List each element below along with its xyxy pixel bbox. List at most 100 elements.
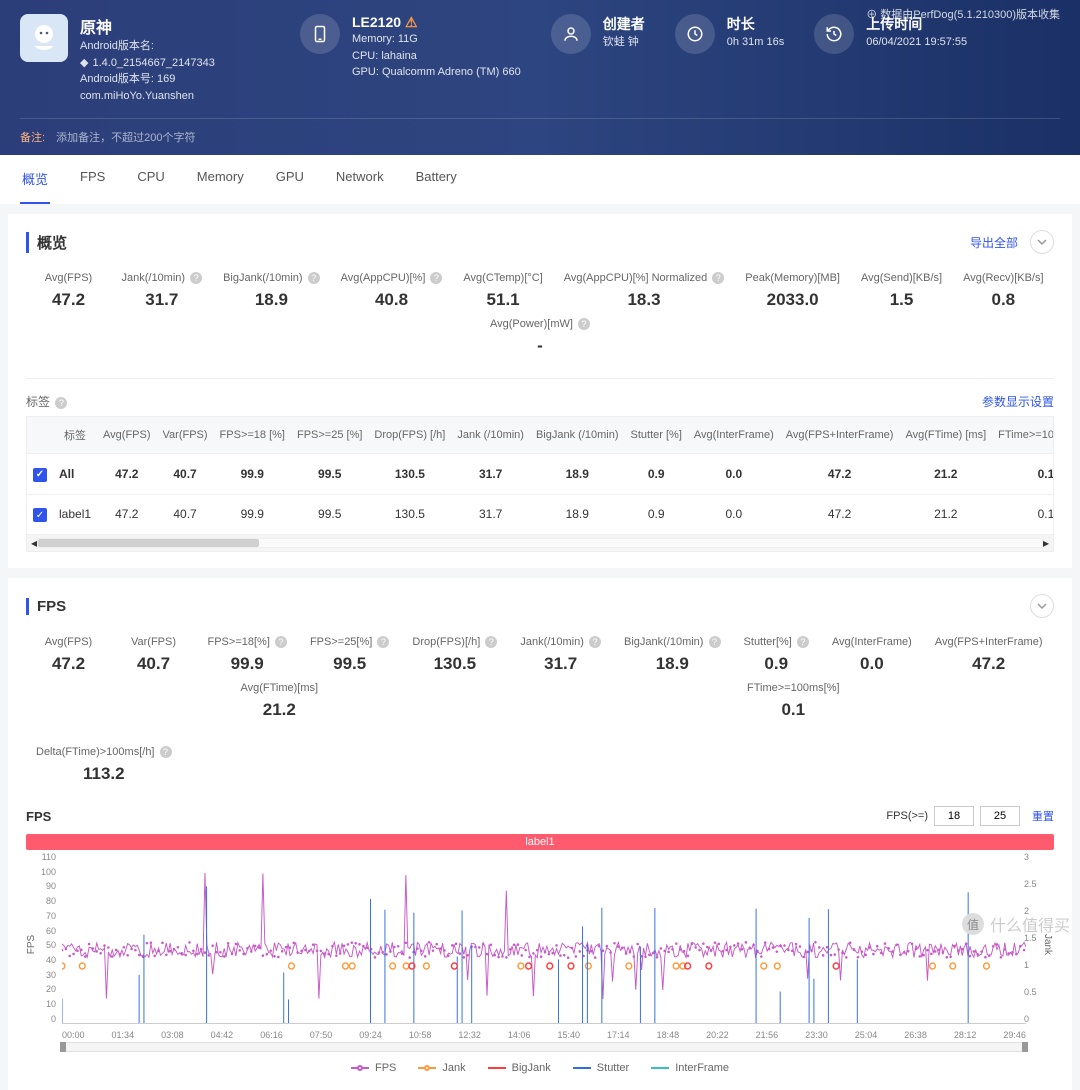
overview-table-wrap: 标签Avg(FPS)Var(FPS)FPS>=18 [%]FPS>=25 [%]… [26,416,1054,552]
brush-handle-left[interactable] [60,1042,66,1052]
duration-label: 时长 [727,14,784,34]
fps-threshold-1-input[interactable] [934,806,974,826]
user-icon [551,14,591,54]
metric: Avg(AppCPU)[%] ?40.8 [330,268,453,314]
fps-metrics: Avg(FPS)47.2Var(FPS)40.7FPS>=18[%] ?99.9… [26,632,1054,724]
tab-battery[interactable]: Battery [414,155,459,204]
y-left-ticks: 1101009080706050403020100 [26,852,56,1024]
tabs-bar: 概览 FPS CPU Memory GPU Network Battery [0,155,1080,204]
remark-row[interactable]: 备注: 添加备注，不超过200个字符 [20,118,1060,145]
h-scrollbar[interactable]: ◂ ▸ [27,535,1053,551]
metric: Avg(FTime)[ms]21.2 [26,678,533,724]
overview-table: 标签Avg(FPS)Var(FPS)FPS>=18 [%]FPS>=25 [%]… [27,417,1054,535]
help-icon[interactable]: ? [709,636,721,648]
legend-item[interactable]: Stutter [573,1062,629,1074]
android-version-label: Android版本名: [80,38,215,55]
metric: Avg(FPS+InterFrame)47.2 [923,632,1054,678]
checkbox[interactable]: ✓ [33,508,47,522]
y-right-ticks: 32.521.510.50 [1024,852,1054,1024]
scroll-right-icon[interactable]: ▸ [1043,536,1049,550]
device-memory: Memory: 11G [352,31,521,48]
help-icon[interactable]: ? [190,272,202,284]
metric: Avg(CTemp)[°C]51.1 [453,268,553,314]
legend-item[interactable]: FPS [351,1062,396,1074]
metric: Avg(Power)[mW] ?- [26,314,1054,360]
help-icon[interactable]: ? [430,272,442,284]
app-icon [20,14,68,62]
bullet-icon: ◆ [80,55,88,72]
device-cpu: CPU: lahaina [352,48,521,65]
reset-link[interactable]: 重置 [1032,808,1054,824]
chart-title: FPS [26,809,51,824]
history-icon [814,14,854,54]
chart-legend: FPS Jank BigJank Stutter InterFrame [26,1062,1054,1074]
duration-block: 时长 0h 31m 16s [675,14,784,54]
table-row[interactable]: ✓label147.240.799.999.5130.531.718.90.90… [27,494,1054,535]
app-name: 原神 [80,14,215,38]
help-icon[interactable]: ? [160,746,172,758]
help-icon[interactable]: ? [55,397,67,409]
creator-block: 创建者 钦蛙 钟 [551,14,645,54]
table-row[interactable]: ✓All47.240.799.999.5130.531.718.90.90.04… [27,454,1054,495]
creator-label: 创建者 [603,14,645,34]
device-block: LE2120 ⚠ Memory: 11G CPU: lahaina GPU: Q… [300,14,521,81]
metric: Avg(Recv)[KB/s]0.8 [953,268,1054,314]
help-icon[interactable]: ? [377,636,389,648]
metric: Var(FPS)40.7 [111,632,196,678]
duration-value: 0h 31m 16s [727,34,784,51]
x-ticks: 00:0001:3403:0804:4206:1607:5009:2410:58… [62,1030,1026,1040]
collapse-button[interactable] [1030,230,1054,254]
checkbox[interactable]: ✓ [33,468,47,482]
fps-title: FPS [26,598,66,615]
help-icon[interactable]: ? [578,318,590,330]
help-icon[interactable]: ? [797,636,809,648]
tab-fps[interactable]: FPS [78,155,107,204]
help-icon[interactable]: ? [308,272,320,284]
metric: Avg(FPS)47.2 [26,632,111,678]
tag-label: 标签 [26,395,50,409]
tab-gpu[interactable]: GPU [274,155,306,204]
fps-chart[interactable]: FPS Jank 1101009080706050403020100 32.52… [26,852,1054,1042]
help-icon[interactable]: ? [485,636,497,648]
metric: Peak(Memory)[MB]2033.0 [735,268,851,314]
upload-value: 06/04/2021 19:57:55 [866,34,967,51]
fps-threshold-2-input[interactable] [980,806,1020,826]
legend-item[interactable]: Jank [418,1062,465,1074]
overview-title: 概览 [26,232,67,253]
device-model: LE2120 [352,14,401,30]
tab-memory[interactable]: Memory [195,155,246,204]
collapse-button[interactable] [1030,594,1054,618]
app-package: com.miHoYo.Yuanshen [80,88,215,105]
plot-area[interactable] [62,852,1026,1024]
device-icon [300,14,340,54]
chart-label-banner: label1 [26,834,1054,850]
help-icon[interactable]: ? [589,636,601,648]
overview-section: 概览 导出全部 Avg(FPS)47.2Jank(/10min) ?31.7Bi… [8,214,1072,568]
header: ⊕ 数据由PerfDog(5.1.210300)版本收集 原神 Android版… [0,0,1080,155]
help-icon[interactable]: ? [275,636,287,648]
x-brush[interactable] [62,1042,1026,1052]
legend-item[interactable]: InterFrame [651,1062,729,1074]
fps-threshold-label: FPS(>=) [886,810,928,822]
tab-概览[interactable]: 概览 [20,155,50,204]
export-all-link[interactable]: 导出全部 [970,234,1018,251]
warning-icon: ⚠ [405,14,418,30]
metric: FPS>=25[%] ?99.5 [298,632,400,678]
metric: Avg(AppCPU)[%] Normalized ?18.3 [553,268,734,314]
metric: BigJank(/10min) ?18.9 [612,632,732,678]
metric: Avg(FPS)47.2 [26,268,111,314]
tab-cpu[interactable]: CPU [135,155,166,204]
clock-icon [675,14,715,54]
metric: FPS>=18[%] ?99.9 [196,632,298,678]
help-icon[interactable]: ? [712,272,724,284]
metric: Drop(FPS)[/h] ?130.5 [401,632,509,678]
tab-network[interactable]: Network [334,155,386,204]
metric: FTime>=100ms[%]0.1 [533,678,1054,724]
legend-item[interactable]: BigJank [488,1062,551,1074]
scrollbar-thumb[interactable] [38,539,259,547]
param-settings-link[interactable]: 参数显示设置 [982,393,1054,410]
delta-ftime-label: Delta(FTime)>100ms[/h] [36,746,155,758]
delta-ftime-value: 113.2 [36,764,172,784]
brush-handle-right[interactable] [1022,1042,1028,1052]
device-gpu: GPU: Qualcomm Adreno (TM) 660 [352,64,521,81]
